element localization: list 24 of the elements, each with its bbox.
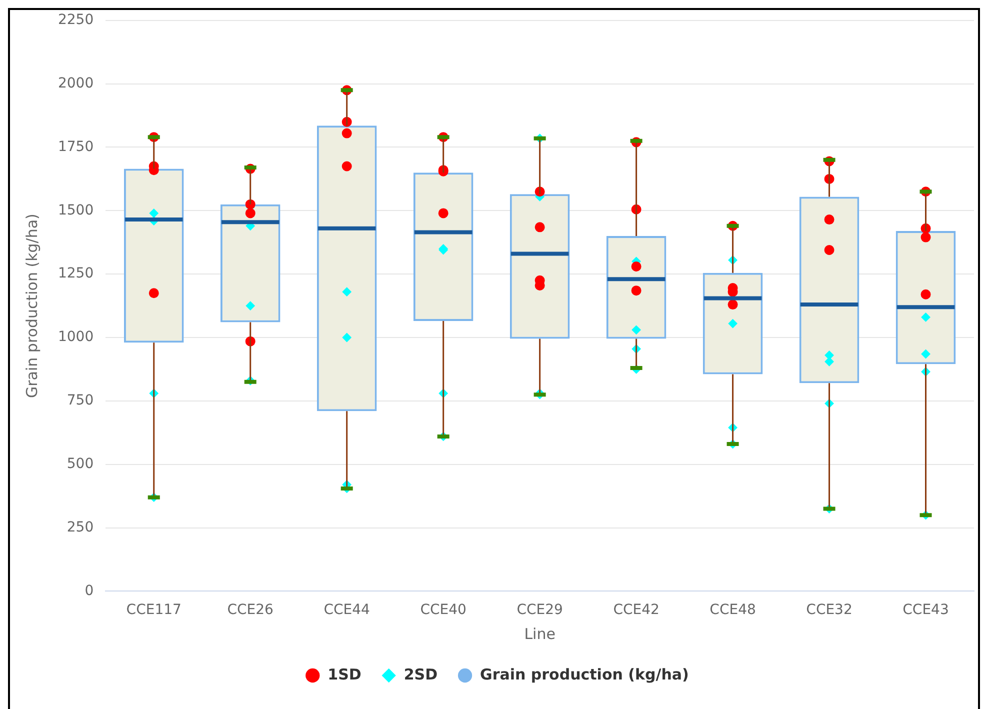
y-tick-label: 2000 [58,75,94,92]
x-tick-label: CCE42 [613,602,660,618]
y-tick-label: 1250 [58,266,94,282]
y-tick-label: 250 [66,519,94,536]
y-tick-label: 750 [66,392,94,409]
legend-label: Grain production (kg/ha) [480,665,689,684]
y-tick-label: 1000 [58,329,94,346]
x-tick-label: CCE29 [516,602,563,618]
x-axis-title: Line [524,624,556,643]
x-tick-label: CCE32 [806,602,852,618]
x-tick-label: CCE48 [710,602,756,618]
legend-label: 1SD [328,665,362,684]
y-tick-label: 500 [66,456,94,472]
y-tick-label: 1500 [58,202,94,218]
y-axis-title: Grain production (kg/ha) [22,214,41,398]
x-tick-label: CCE44 [324,602,370,618]
x-tick-label: CCE40 [420,602,466,618]
y-tick-label: 2250 [58,12,94,28]
legend-label: 2SD [404,665,438,684]
x-tick-label: CCE117 [126,602,182,618]
x-tick-label: CCE26 [227,602,274,618]
x-tick-label: CCE43 [902,602,949,618]
y-tick-label: 1750 [58,138,94,155]
y-tick-label: 0 [84,582,94,599]
